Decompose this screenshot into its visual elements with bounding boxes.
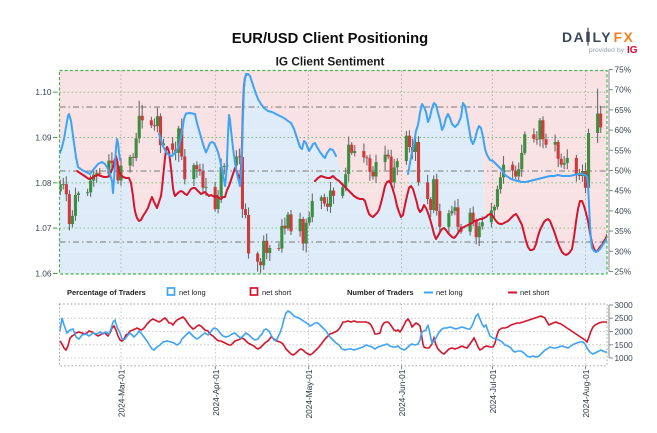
svg-text:Number of Traders: Number of Traders xyxy=(347,288,414,297)
svg-text:25%: 25% xyxy=(615,267,632,277)
svg-text:FX: FX xyxy=(614,29,635,45)
svg-text:2024-Apr-01: 2024-Apr-01 xyxy=(211,369,221,416)
svg-text:net long: net long xyxy=(436,288,463,297)
svg-text:65%: 65% xyxy=(615,105,632,115)
svg-text:provided by: provided by xyxy=(589,47,625,54)
svg-text:35%: 35% xyxy=(615,226,632,236)
svg-text:3000: 3000 xyxy=(615,301,634,310)
svg-text:40%: 40% xyxy=(615,206,632,216)
svg-text:45%: 45% xyxy=(615,186,632,196)
svg-text:2024-Jun-01: 2024-Jun-01 xyxy=(397,369,407,416)
svg-text:1.08: 1.08 xyxy=(35,178,52,188)
svg-text:IG: IG xyxy=(627,45,638,56)
svg-text:1500: 1500 xyxy=(615,341,634,350)
svg-text:IG Client Sentiment: IG Client Sentiment xyxy=(276,55,385,69)
svg-text:2024-Aug-01: 2024-Aug-01 xyxy=(581,369,591,417)
svg-text:Percentage of Traders: Percentage of Traders xyxy=(67,288,146,297)
svg-text:30%: 30% xyxy=(615,246,632,256)
svg-text:2000: 2000 xyxy=(615,328,634,337)
svg-text:net short: net short xyxy=(262,288,292,297)
svg-text:DA: DA xyxy=(562,29,585,45)
svg-text:2024-May-01: 2024-May-01 xyxy=(304,369,314,418)
svg-text:55%: 55% xyxy=(615,145,632,155)
svg-text:70%: 70% xyxy=(615,85,632,95)
svg-text:net short: net short xyxy=(520,288,550,297)
svg-text:1.10: 1.10 xyxy=(35,87,52,97)
svg-text:75%: 75% xyxy=(615,65,632,75)
svg-text:net long: net long xyxy=(179,288,206,297)
svg-text:2024-Jul-01: 2024-Jul-01 xyxy=(488,369,498,413)
svg-text:LY: LY xyxy=(593,29,613,45)
svg-text:60%: 60% xyxy=(615,125,632,135)
svg-text:50%: 50% xyxy=(615,166,632,176)
svg-text:EUR/USD Client Positioning: EUR/USD Client Positioning xyxy=(232,31,428,47)
svg-text:2024-Mar-01: 2024-Mar-01 xyxy=(117,369,127,417)
svg-text:1.07: 1.07 xyxy=(35,223,52,233)
svg-text:1000: 1000 xyxy=(615,354,634,363)
svg-text:1.09: 1.09 xyxy=(35,133,52,143)
svg-text:2500: 2500 xyxy=(615,314,634,323)
svg-text:1.06: 1.06 xyxy=(35,268,52,278)
